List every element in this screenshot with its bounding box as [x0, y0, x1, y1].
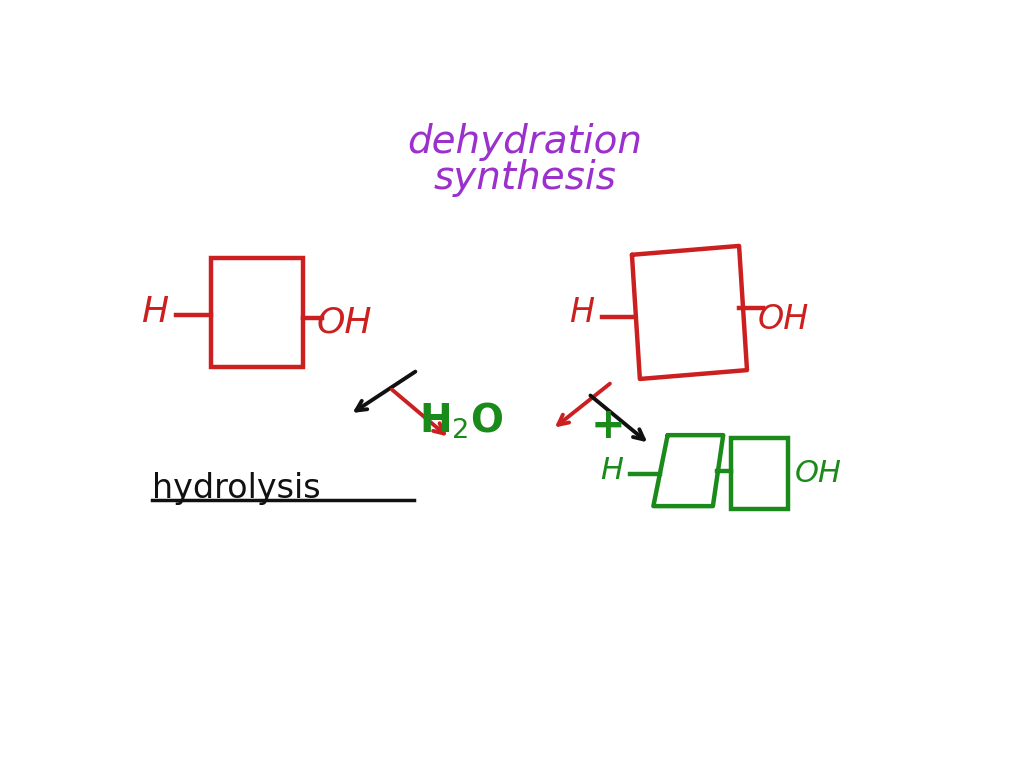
Text: H$_2$O: H$_2$O	[419, 400, 504, 441]
Text: OH: OH	[316, 306, 373, 339]
Text: +: +	[591, 406, 626, 447]
Text: dehydration: dehydration	[408, 124, 642, 161]
Text: hydrolysis: hydrolysis	[152, 472, 321, 505]
Text: OH: OH	[758, 303, 809, 336]
Bar	[731, 438, 788, 509]
Text: synthesis: synthesis	[433, 159, 616, 197]
Text: H: H	[140, 295, 168, 329]
Text: OH: OH	[795, 459, 842, 488]
Text: H: H	[569, 296, 595, 329]
Text: H: H	[601, 456, 624, 485]
Bar	[211, 258, 303, 367]
